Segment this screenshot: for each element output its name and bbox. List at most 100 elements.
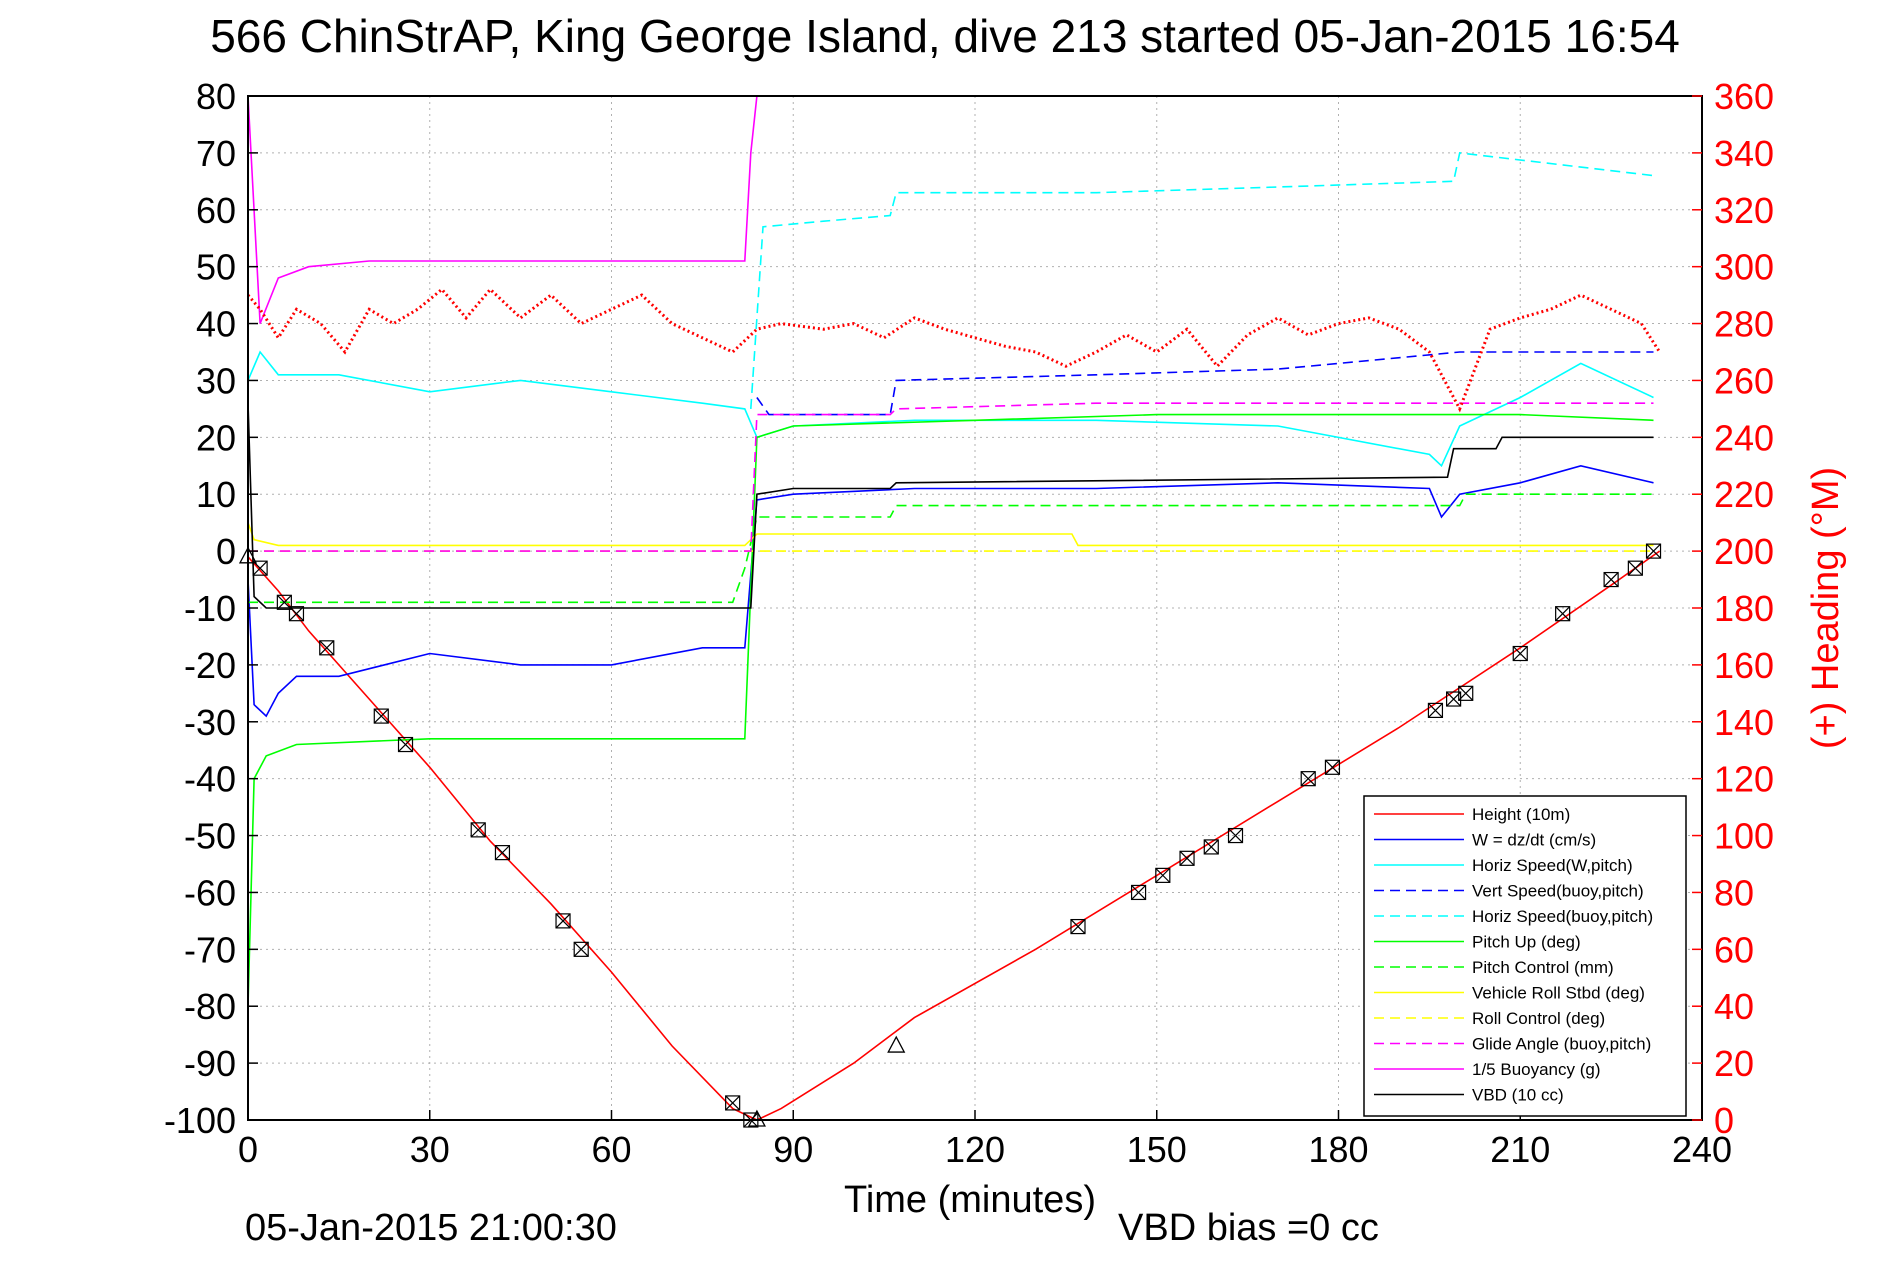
y2-tick-label: 0 [1714,1100,1734,1141]
marker-box [1155,867,1171,883]
marker-cross [573,941,589,957]
x-tick-label: 210 [1490,1129,1550,1170]
marker-box [1203,839,1219,855]
marker-box [573,941,589,957]
legend-label: VBD (10 cc) [1472,1086,1564,1105]
marker-box [288,606,305,622]
y-tick-label: -70 [184,929,236,970]
y-tick-label: 40 [196,304,236,345]
y-axis-right: 3603403203002802602402202001801601401201… [1692,76,1774,1141]
marker-box [725,1095,741,1111]
y-tick-label: -90 [184,1043,236,1084]
marker-cross [319,640,335,656]
marker-box [1458,685,1474,701]
y-tick-label: -10 [184,588,236,629]
x-tick-label: 240 [1672,1129,1732,1170]
y-tick-label: 70 [196,133,236,174]
y-tick-label: -80 [184,986,236,1027]
marker-box [470,822,486,838]
boxed-x-marker [573,941,589,957]
footer-vbd-bias: VBD bias =0 cc [1118,1207,1379,1249]
marker-cross [1555,606,1571,622]
x-tick-label: 30 [410,1129,450,1170]
y-tick-label: 0 [216,531,236,572]
x-tick-label: 60 [591,1129,631,1170]
boxed-x-marker [1300,771,1316,787]
marker-cross [1155,867,1171,883]
y-axis-right-label: (+) Heading (°M) [1805,467,1847,749]
marker-cross [1627,560,1643,576]
y-tick-label: 50 [196,247,236,288]
legend-label: Pitch Control (mm) [1472,958,1614,977]
marker-box [1645,543,1662,559]
marker-box [373,708,389,724]
y2-tick-label: 60 [1714,929,1754,970]
boxed-x-marker [397,736,414,753]
marker-cross [1070,919,1086,935]
marker-box [1130,884,1147,901]
y-axis-left: 80 70 60 50 40 30 20 10 0 -10 -20 -30 -40 -50 -60 -70 -8… [164,76,258,1141]
boxed-x-marker [1458,685,1474,701]
boxed-x-marker [725,1095,741,1111]
series-line-horiz-speed-buoy-pitch [750,152,1654,409]
marker-box [1427,702,1444,719]
x-axis: 0 30 60 90 120 150 180 210 240 [238,1110,1732,1170]
boxed-x-marker [494,845,511,861]
legend-box [1363,795,1687,1117]
marker-cross [1179,850,1195,866]
x-tick-label: 150 [1127,1129,1187,1170]
series-line-heading [246,287,1661,413]
legend-label: Horiz Speed(W,pitch) [1472,856,1633,875]
footer-timestamp: 05-Jan-2015 21:00:30 [245,1207,617,1249]
series-line-pitch-up-deg [247,413,1654,1007]
y2-tick-label: 140 [1714,702,1774,743]
boxed-x-marker [252,560,268,576]
marker-cross [276,594,292,610]
marker-cross [1203,839,1219,855]
marker-cross [470,822,486,838]
boxed-x-marker [319,640,335,656]
boxed-x-marker [1324,759,1341,775]
chart-title: 566 ChinStrAP, King George Island, dive … [210,10,1680,62]
marker-box [1512,645,1528,662]
boxed-x-marker [555,913,571,929]
marker-box [1227,827,1244,844]
marker-box [1300,771,1316,787]
y2-tick-label: 320 [1714,190,1774,231]
y2-tick-label: 120 [1714,759,1774,800]
boxed-x-marker [1512,645,1528,662]
y2-tick-label: 200 [1714,531,1774,572]
y2-tick-label: 360 [1714,76,1774,117]
boxed-x-marker [1427,702,1444,719]
boxed-x-marker [1645,543,1662,559]
legend-label: Horiz Speed(buoy,pitch) [1472,907,1653,926]
marker-cross [398,737,413,752]
marker-cross [1603,572,1619,587]
marker-box [555,913,571,929]
series-line-vert-speed-buoy-pitch [756,351,1654,416]
marker-cross [725,1095,741,1111]
y-tick-label: -40 [184,759,236,800]
boxed-x-marker [1130,884,1147,901]
y-tick-label: -30 [184,702,236,743]
series-layer [246,95,1661,1121]
y2-tick-label: 220 [1714,474,1774,515]
legend: Height (10m) W = dz/dt (cm/s) Horiz Speed(… [1363,795,1687,1117]
marker-cross [495,845,510,861]
boxed-x-marker [470,822,486,838]
boxed-x-marker [1555,606,1571,622]
y-tick-label: 30 [196,360,236,401]
marker-box [319,640,335,656]
marker-box [1324,759,1341,775]
y2-tick-label: 40 [1714,986,1754,1027]
legend-label: Pitch Up (deg) [1472,933,1581,952]
x-tick-label: 120 [945,1129,1005,1170]
series-line-vbd-10-cc [247,403,1654,609]
y-tick-label: -100 [164,1100,236,1141]
series-line-glide-angle-buoy-pitch [248,402,1654,552]
y2-tick-label: 100 [1714,816,1774,857]
marker-cross [1300,771,1316,787]
y-tick-label: 60 [196,190,236,231]
y2-tick-label: 260 [1714,360,1774,401]
